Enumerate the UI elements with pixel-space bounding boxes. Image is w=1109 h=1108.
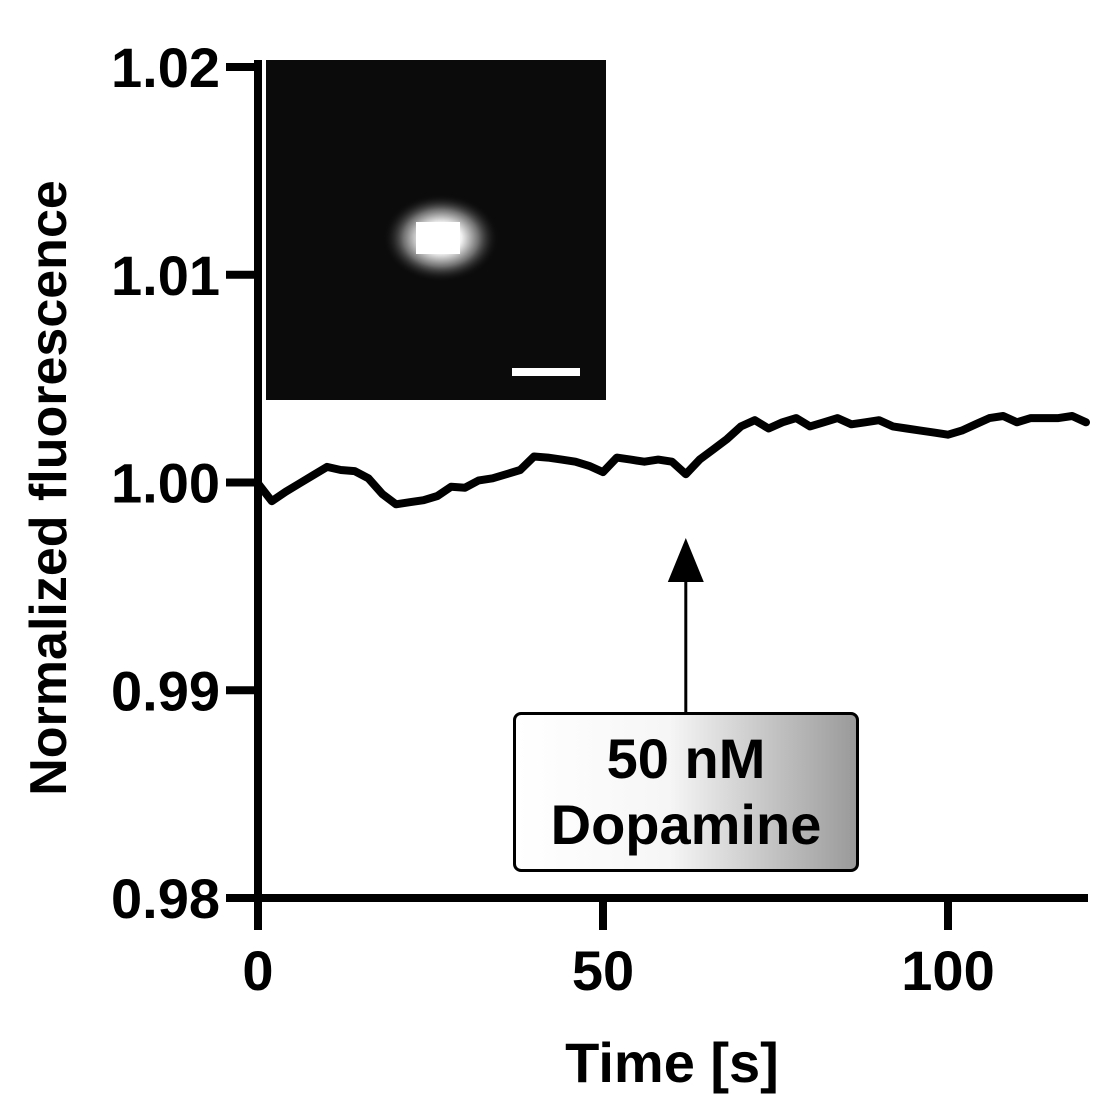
data-point [615, 456, 619, 460]
data-point [546, 456, 550, 460]
data-point [932, 431, 936, 435]
data-point [394, 502, 398, 506]
data-point [1015, 420, 1019, 424]
data-point [767, 427, 771, 430]
data-point [987, 416, 991, 420]
data-point [698, 458, 702, 462]
data-point [1029, 416, 1033, 420]
data-point [491, 476, 495, 480]
data-point [629, 458, 633, 462]
data-point [753, 418, 757, 422]
data-point [863, 420, 867, 424]
data-point [891, 424, 895, 428]
data-point [974, 422, 978, 426]
data-point [918, 429, 922, 433]
data-point [1043, 416, 1047, 420]
x-tick-label: 50 [572, 939, 634, 1002]
data-point [339, 468, 343, 472]
annotation-box: 50 nM Dopamine [513, 712, 859, 872]
y-tick-label: 1.02 [111, 36, 220, 99]
data-point [270, 499, 274, 503]
data-point [684, 472, 688, 476]
inset-bright-spot [416, 222, 460, 254]
inset-scale-bar [512, 368, 580, 376]
y-tick-label: 0.98 [111, 867, 220, 930]
data-point [532, 455, 536, 458]
data-point [808, 424, 812, 428]
data-point [463, 486, 467, 490]
series-layer [254, 412, 1090, 509]
data-point [353, 469, 357, 473]
data-point [284, 490, 288, 494]
y-tick-label: 1.00 [111, 452, 220, 515]
data-point [435, 494, 439, 498]
data-point [836, 416, 840, 420]
data-point [780, 420, 784, 424]
data-point [587, 464, 591, 468]
x-tick-label: 100 [901, 939, 994, 1002]
data-point [670, 460, 674, 464]
data-point [573, 460, 577, 464]
x-ticks: 0 50 100 [242, 898, 995, 1002]
data-point [380, 492, 384, 496]
data-point [877, 418, 881, 422]
data-point [601, 470, 605, 474]
data-point [1056, 416, 1060, 420]
data-point [560, 458, 564, 462]
annotation-line-2: Dopamine [550, 793, 822, 856]
data-point [960, 429, 964, 433]
x-axis-label: Time [s] [565, 1031, 779, 1094]
data-point [449, 485, 453, 489]
data-point [408, 500, 412, 504]
data-point [642, 460, 646, 464]
data-point [297, 482, 301, 485]
y-tick-label: 0.99 [111, 659, 220, 722]
data-point [1001, 414, 1005, 418]
data-point [849, 422, 853, 426]
x-tick-label: 0 [242, 939, 273, 1002]
data-point [725, 437, 729, 441]
data-point [256, 482, 260, 485]
annotation-arrow [667, 538, 704, 712]
data-point [504, 472, 508, 476]
data-point [1084, 420, 1088, 424]
data-point [905, 427, 909, 430]
data-point [739, 424, 743, 428]
y-ticks: 0.98 0.99 1.00 1.01 1.02 [111, 36, 258, 930]
data-point [311, 473, 315, 477]
y-axis-label: Normalized fluorescence [20, 180, 78, 796]
data-point [366, 476, 370, 480]
data-point [946, 433, 950, 437]
data-point [711, 447, 715, 451]
y-tick-label: 1.01 [111, 244, 220, 307]
data-point [822, 420, 826, 424]
arrow-head [667, 538, 704, 582]
data-point [422, 498, 426, 502]
annotation-line-1: 50 nM [606, 727, 766, 790]
data-point [477, 478, 481, 482]
data-point [1070, 414, 1074, 418]
inset-image [266, 60, 606, 400]
data-point [325, 465, 329, 469]
data-point [794, 416, 798, 420]
data-point [656, 458, 660, 462]
data-point [518, 468, 522, 472]
